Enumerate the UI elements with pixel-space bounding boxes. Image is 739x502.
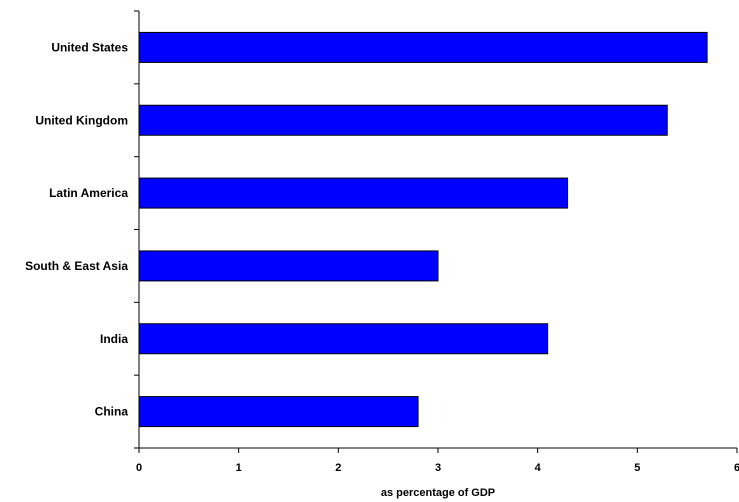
y-axis: United States United Kingdom Latin America… (25, 10, 140, 449)
x-tick-label: 3 (435, 462, 441, 474)
x-axis: 0 1 2 3 4 5 6 (136, 447, 739, 474)
bar (138, 250, 439, 282)
y-tick-label: China (95, 405, 129, 419)
y-tick-label: Latin America (49, 186, 128, 200)
y-tick-label: United Kingdom (35, 113, 128, 127)
x-tick-label: 6 (734, 462, 739, 474)
bar (138, 31, 708, 63)
x-tick-label: 0 (136, 462, 142, 474)
bar (138, 396, 419, 428)
y-tick-label: South & East Asia (25, 259, 128, 273)
bars-group (138, 31, 708, 428)
x-tick-label: 5 (634, 462, 640, 474)
bar (138, 104, 668, 136)
bar (138, 323, 549, 355)
x-tick-label: 1 (236, 462, 242, 474)
bar (138, 177, 569, 209)
y-tick-label: India (100, 332, 128, 346)
x-tick-label: 4 (535, 462, 542, 474)
y-tick-label: United States (51, 40, 128, 54)
x-tick-label: 2 (335, 462, 341, 474)
x-axis-title: as percentage of GDP (381, 487, 495, 499)
